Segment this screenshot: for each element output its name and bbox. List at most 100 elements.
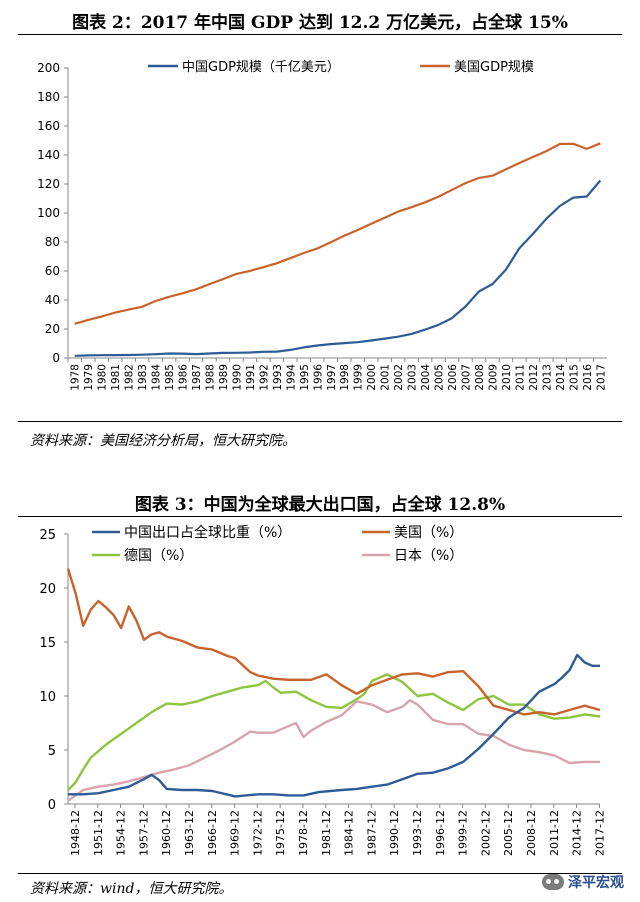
chart2-series-line-2 xyxy=(67,673,601,791)
chart1-y-tick-label: 20 xyxy=(45,322,60,336)
chart1-x-tick-label: 1998 xyxy=(339,364,351,391)
chart2-x-tick-label: 1984-12 xyxy=(343,810,356,856)
chart2-x-tick-label: 1987-12 xyxy=(365,810,378,856)
chart1-x-tick-label: 1996 xyxy=(312,364,324,391)
chart1-bottom-rule xyxy=(18,421,622,422)
chart1-x-tick-label: 1992 xyxy=(258,364,270,391)
chart1-source: 资料来源：美国经济分析局，恒大研究院。 xyxy=(30,433,296,449)
chart2-x-tick-label: 1957-12 xyxy=(137,810,150,856)
chart1-series-line-1 xyxy=(74,142,601,325)
chart1-x-tick-label: 2009 xyxy=(487,364,499,391)
chart2-top-rule xyxy=(18,516,622,517)
chart2-x-tick-label: 1996-12 xyxy=(434,810,447,856)
chart2-x-tick-label: 1951-12 xyxy=(92,810,105,856)
chart2-x-tick-label: 1999-12 xyxy=(457,810,470,856)
chart1-x-tick-label: 1987 xyxy=(191,364,203,391)
chart1-y-tick-label: 40 xyxy=(45,293,60,307)
chart1-legend-label-1: 美国GDP规模 xyxy=(454,60,534,75)
chart1-x-tick-label: 2017 xyxy=(595,364,607,391)
chart1-top-rule xyxy=(18,34,622,35)
chart1-x-tick-label: 1983 xyxy=(137,364,149,391)
chart1-x-tick-label: 1991 xyxy=(245,364,257,391)
chart1-x-tick-label: 2016 xyxy=(582,364,594,391)
chart1-x-tick-label: 2005 xyxy=(434,364,446,391)
chart2-x-tick-label: 1966-12 xyxy=(206,810,219,856)
chart1-x-tick-label: 2011 xyxy=(514,364,526,391)
chart1-x-tick-label: 1982 xyxy=(124,364,136,391)
chart2-y-tick-label: 0 xyxy=(48,798,56,813)
chart1-x-tick-label: 1986 xyxy=(178,364,190,391)
chart1-x-tick-label: 1979 xyxy=(83,364,95,391)
chart2-x-tick-label: 1981-12 xyxy=(320,810,333,856)
chart2-x-tick-label: 1975-12 xyxy=(274,810,287,856)
chart2-source: 资料来源：wind，恒大研究院。 xyxy=(30,881,233,897)
chart1-y-tick-label: 120 xyxy=(37,177,60,191)
chart1-x-tick-label: 2001 xyxy=(380,364,392,391)
chart2-x-tick-label: 2008-12 xyxy=(525,810,538,856)
chart2-legend-label-3: 日本（%） xyxy=(394,548,463,564)
chart2-y-tick-label: 20 xyxy=(39,582,56,597)
chart1-x-tick-label: 1995 xyxy=(299,364,311,391)
chart2-legend-label-0: 中国出口占全球比重（%） xyxy=(124,524,291,541)
chart2-x-tick-label: 1954-12 xyxy=(115,810,128,856)
chart2-y-tick-label: 10 xyxy=(39,690,56,705)
chart1-y-tick-label: 60 xyxy=(45,264,60,278)
chart1-y-tick-label: 180 xyxy=(37,90,60,104)
chart1-x-tick-label: 2008 xyxy=(474,364,486,391)
chart1-x-tick-label: 2000 xyxy=(366,364,378,391)
chart1-x-tick-label: 1999 xyxy=(353,364,365,391)
chart1-series-line-0 xyxy=(74,179,602,357)
chart1-y-tick-label: 140 xyxy=(37,148,60,162)
chart2-y-tick-label: 5 xyxy=(48,744,56,759)
chart1-y-tick-label: 0 xyxy=(52,351,60,365)
chart1-y-tick-label: 200 xyxy=(37,61,60,75)
chart1-x-tick-label: 1981 xyxy=(110,364,122,391)
chart1-x-tick-label: 1980 xyxy=(97,364,109,391)
chart2-legend-label-2: 德国（%） xyxy=(124,548,193,564)
chart2-x-tick-label: 1972-12 xyxy=(251,810,264,856)
chart2-series-line-1 xyxy=(66,568,601,716)
chart2-x-tick-label: 1993-12 xyxy=(411,810,424,856)
chart2-x-tick-label: 1960-12 xyxy=(160,810,173,856)
chart2-x-tick-label: 2011-12 xyxy=(548,810,561,856)
chart1-x-tick-label: 1985 xyxy=(164,364,176,391)
chart2-y-tick-label: 15 xyxy=(39,636,56,651)
chart1-y-tick-label: 160 xyxy=(37,119,60,133)
chart1-y-tick-label: 80 xyxy=(45,235,60,249)
chart2-series-line-3 xyxy=(67,699,600,802)
chart1-x-tick-label: 2014 xyxy=(555,364,567,391)
chart1-title: 图表 2：2017 年中国 GDP 达到 12.2 万亿美元，占全球 15% xyxy=(72,13,568,33)
chart1-x-tick-label: 2006 xyxy=(447,364,459,391)
chart1-x-tick-label: 1993 xyxy=(272,364,284,391)
chart1-x-tick-label: 2007 xyxy=(461,364,473,391)
chart2-x-tick-label: 2014-12 xyxy=(571,810,584,856)
chart1-x-tick-label: 1994 xyxy=(285,364,297,391)
chart1-legend-label-0: 中国GDP规模（千亿美元） xyxy=(182,60,340,75)
chart1-x-tick-label: 1984 xyxy=(151,364,163,391)
watermark-text: 泽平宏观 xyxy=(568,875,624,891)
chart2-series-line-0 xyxy=(68,653,600,798)
chart1-x-tick-label: 2004 xyxy=(420,364,432,391)
chart2-title: 图表 3：中国为全球最大出口国，占全球 12.8% xyxy=(134,495,506,515)
wechat-icon xyxy=(542,874,564,890)
chart2-x-tick-label: 1969-12 xyxy=(229,810,242,856)
chart1-x-tick-label: 2003 xyxy=(407,364,419,391)
chart2-x-tick-label: 1978-12 xyxy=(297,810,310,856)
chart1-x-tick-label: 1990 xyxy=(231,364,243,391)
chart2-x-tick-label: 1948-12 xyxy=(69,810,82,856)
chart1-x-tick-label: 2015 xyxy=(568,364,580,391)
chart2-x-tick-label: 1963-12 xyxy=(183,810,196,856)
watermark: 泽平宏观 xyxy=(542,872,624,892)
chart1-x-tick-label: 2010 xyxy=(501,364,513,391)
chart2-x-tick-label: 2005-12 xyxy=(502,810,515,856)
chart1-x-tick-label: 2013 xyxy=(541,364,553,391)
chart1-x-tick-label: 1988 xyxy=(204,364,216,391)
chart1-x-tick-label: 1997 xyxy=(326,364,338,391)
chart1-x-tick-label: 2002 xyxy=(393,364,405,391)
chart2-x-tick-label: 1990-12 xyxy=(388,810,401,856)
chart2-plot: 0 5 10 15 20 25 1948-12 1951-12 1954-12 1957-12 19… xyxy=(39,524,606,856)
chart2-y-tick-label: 25 xyxy=(39,528,56,543)
chart2-bottom-rule xyxy=(18,873,622,874)
chart1-x-tick-label: 2012 xyxy=(528,364,540,391)
